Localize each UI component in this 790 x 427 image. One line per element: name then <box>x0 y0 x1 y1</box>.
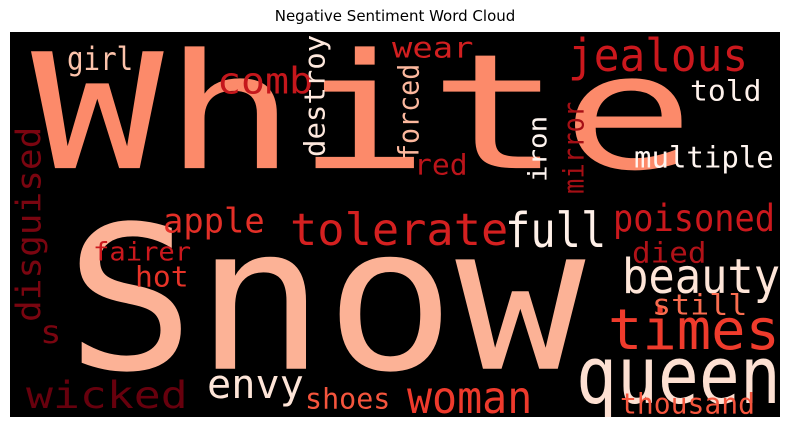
word-wear: wear <box>392 32 474 65</box>
word-jealous: jealous <box>568 32 749 83</box>
word-still: still <box>652 289 748 322</box>
word-envy: envy <box>207 360 304 408</box>
word-multiple: multiple <box>634 140 774 175</box>
word-girl: girl <box>67 41 134 78</box>
word-cloud-canvas: White Snow queen times jealous tolerate full be… <box>10 32 780 417</box>
word-full: full <box>505 202 607 259</box>
word-thousand: thousand <box>620 388 756 417</box>
word-s: s <box>40 314 62 351</box>
word-times: times <box>608 297 780 363</box>
word-forced: forced <box>393 63 426 160</box>
word-poisoned: poisoned <box>613 196 775 241</box>
word-white: White <box>31 32 695 207</box>
word-red: red <box>414 149 468 182</box>
word-destroy: destroy <box>299 34 332 158</box>
word-hot: hot <box>135 261 189 294</box>
word-mirror: mirror <box>558 101 591 194</box>
chart-title: Negative Sentiment Word Cloud <box>274 7 516 25</box>
word-queen: queen <box>576 329 780 417</box>
word-beauty: beauty <box>622 248 780 305</box>
word-tolerate: tolerate <box>290 203 509 256</box>
word-disguised: disguised <box>10 126 49 323</box>
word-comb: comb <box>217 60 314 103</box>
word-told: told <box>690 75 762 108</box>
word-apple: apple <box>163 201 265 241</box>
word-woman: woman <box>407 371 533 417</box>
word-wicked: wicked <box>26 373 188 417</box>
word-iron: iron <box>522 115 553 182</box>
word-died: died <box>632 237 707 270</box>
word-snow: Snow <box>65 183 586 417</box>
word-fairer: fairer <box>93 236 192 267</box>
word-shoes: shoes <box>305 383 391 416</box>
